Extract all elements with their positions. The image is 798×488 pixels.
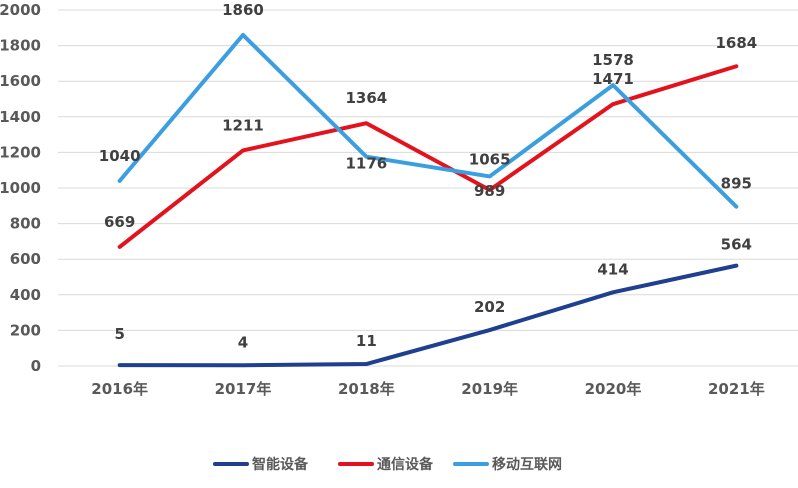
data-label: 11: [356, 332, 377, 350]
data-labels: 5 4 11 202 414 564 669 1211 1364 989 1471 1684 1040 1…: [99, 1, 757, 351]
data-point: [611, 102, 615, 106]
x-tick-label: 2017年: [215, 380, 272, 398]
data-point: [488, 328, 492, 332]
data-point: [241, 33, 245, 37]
data-point: [734, 64, 738, 68]
data-label: 1364: [345, 89, 387, 107]
series-line-2: [117, 64, 739, 249]
data-label: 1065: [469, 150, 511, 168]
x-tick-label: 2021年: [708, 380, 765, 398]
gridlines: [58, 9, 798, 367]
legend: 智能设备 通信设备 移动互联网: [213, 456, 562, 473]
y-tick-label: 1000: [0, 179, 41, 197]
y-tick-label: 1200: [0, 143, 41, 161]
x-tick-label: 2018年: [338, 380, 395, 398]
legend-label-1: 智能设备: [251, 456, 309, 473]
data-point: [734, 264, 738, 268]
series-line-1: [117, 263, 739, 368]
data-point: [241, 363, 245, 367]
data-label: 669: [104, 213, 135, 231]
data-label: 564: [721, 236, 752, 254]
y-tick-label: 600: [10, 250, 41, 268]
x-axis: 2016年 2017年 2018年 2019年 2020年 2021年: [91, 380, 764, 398]
y-tick-label: 1800: [0, 37, 41, 55]
data-point: [364, 155, 368, 159]
y-tick-label: 0: [31, 357, 41, 375]
data-point: [734, 205, 738, 209]
data-point: [488, 188, 492, 192]
data-point: [488, 174, 492, 178]
data-label: 5: [114, 325, 124, 343]
series-lines: [117, 32, 739, 368]
data-label: 1860: [222, 1, 264, 19]
data-label: 1211: [222, 116, 264, 134]
data-point: [611, 83, 615, 87]
y-tick-label: 200: [10, 321, 41, 339]
data-point: [241, 148, 245, 152]
data-label: 895: [721, 175, 752, 193]
series-line-3: [117, 32, 739, 209]
data-label: 989: [474, 182, 505, 200]
legend-label-3: 移动互联网: [492, 456, 562, 473]
y-tick-label: 800: [10, 215, 41, 233]
data-point: [364, 362, 368, 366]
y-axis: 0 200 400 600 800 1000 1200 1400 1600 1800 2000: [0, 1, 41, 375]
data-label: 4: [238, 333, 248, 351]
data-point: [118, 179, 122, 183]
y-tick-label: 400: [10, 286, 41, 304]
y-tick-label: 1400: [0, 108, 41, 126]
legend-label-2: 通信设备: [377, 456, 434, 473]
data-point: [118, 245, 122, 249]
x-tick-label: 2016年: [91, 380, 148, 398]
y-tick-label: 1600: [0, 72, 41, 90]
data-label: 1040: [99, 147, 141, 165]
y-tick-label: 2000: [0, 1, 41, 19]
data-point: [611, 290, 615, 294]
data-label: 202: [474, 298, 505, 316]
x-tick-label: 2020年: [585, 380, 642, 398]
data-point: [118, 363, 122, 367]
x-tick-label: 2019年: [461, 380, 518, 398]
data-label: 414: [597, 260, 628, 278]
data-label: 1471: [592, 70, 634, 88]
data-point: [364, 121, 368, 125]
data-label: 1578: [592, 51, 634, 69]
data-label: 1684: [715, 34, 757, 52]
data-label: 1176: [345, 155, 387, 173]
